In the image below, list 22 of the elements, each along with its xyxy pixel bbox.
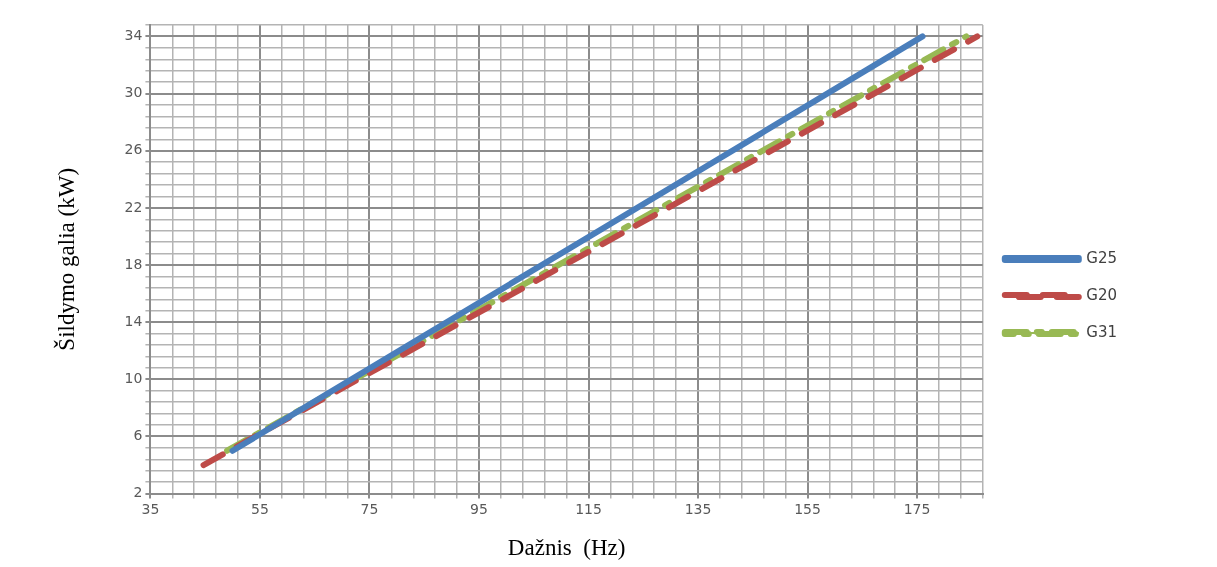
x-tick-label: 115	[575, 500, 602, 517]
x-tick-label: 35	[141, 500, 160, 517]
legend-label: G25	[1086, 248, 1118, 267]
x-tick-label: 135	[684, 500, 712, 517]
y-tick-label: 18	[124, 255, 143, 272]
y-tick-label: 10	[124, 369, 143, 386]
y-tick-label: 6	[133, 427, 143, 444]
x-tick-label: 75	[360, 500, 379, 517]
y-tick-label: 34	[124, 27, 143, 44]
y-tick-label: 14	[124, 312, 143, 329]
y-tick-label: 22	[124, 198, 143, 215]
y-tick-label: 30	[124, 84, 143, 101]
y-tick-label: 26	[124, 141, 143, 158]
x-tick-label: 55	[251, 500, 269, 517]
legend-label: G20	[1086, 285, 1118, 304]
x-tick-label: 155	[794, 500, 821, 517]
y-axis-title: Šildymo galia (kW)	[52, 167, 79, 351]
legend-label: G31	[1086, 322, 1118, 341]
x-tick-label: 175	[903, 500, 931, 517]
x-tick-label: 95	[470, 500, 488, 517]
x-axis-title: Dažnis (Hz)	[507, 535, 626, 561]
y-tick-label: 2	[133, 484, 143, 501]
